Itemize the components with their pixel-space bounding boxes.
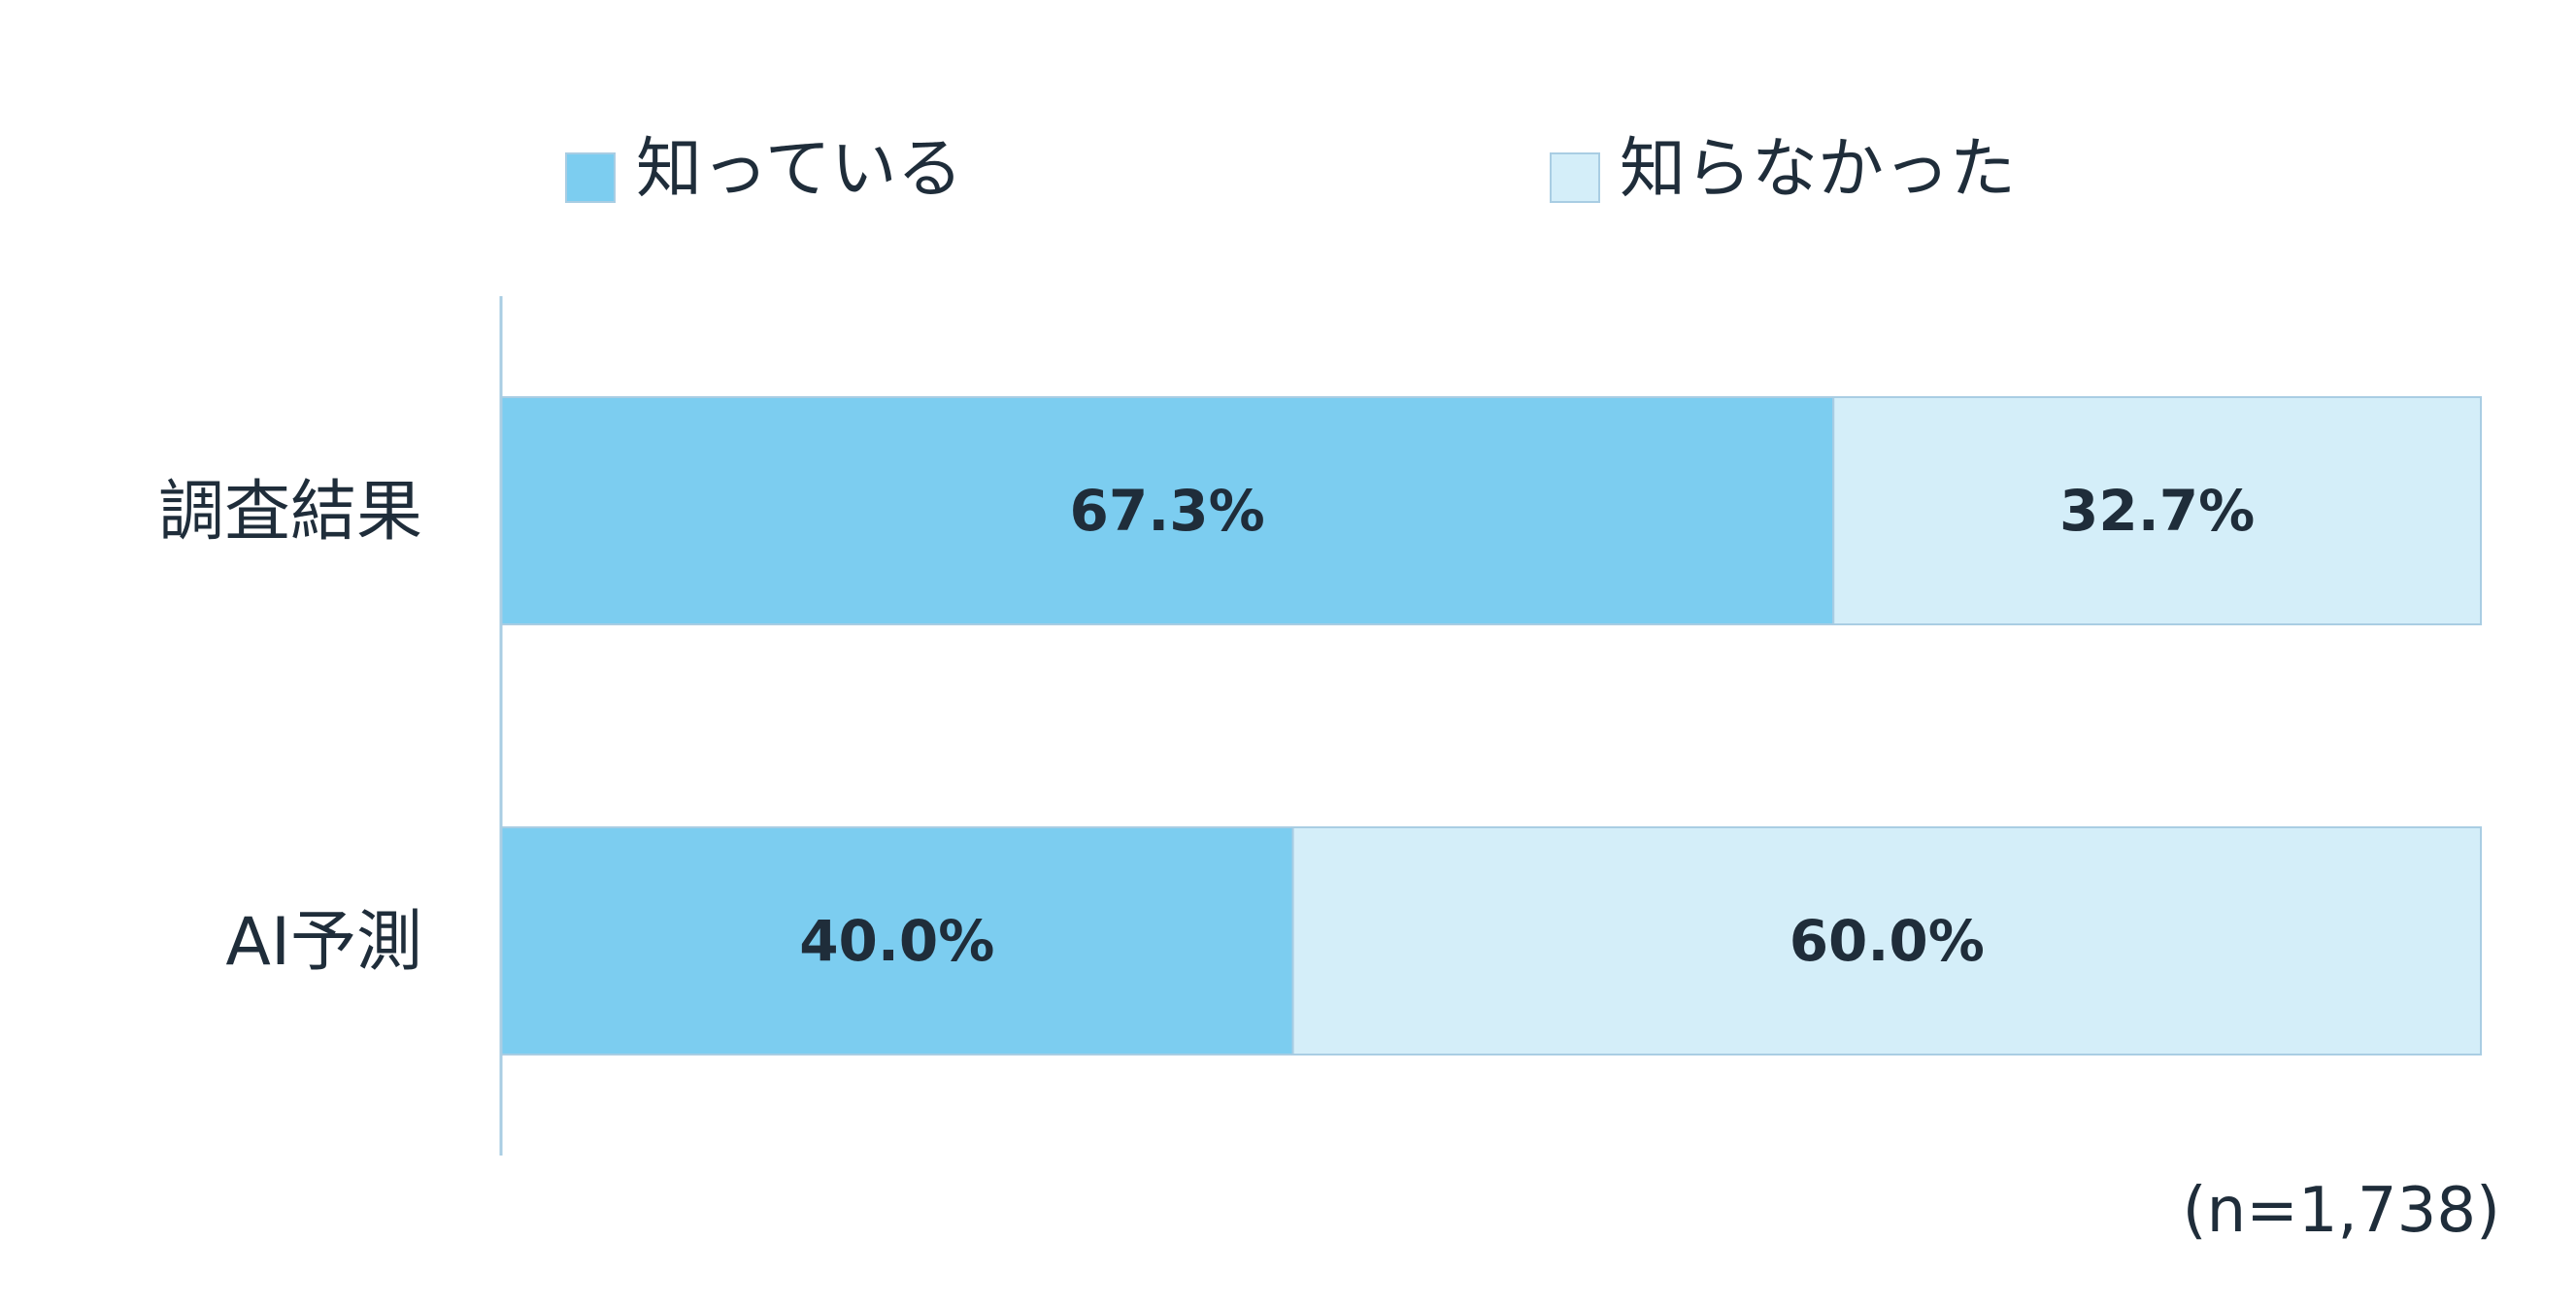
category-label-1: 調査結果 (158, 474, 422, 551)
legend: 知っている 知らなかった (565, 131, 2016, 208)
data-label-1-2: 32.7% (2059, 478, 2255, 544)
legend-swatch-2 (1550, 152, 1600, 203)
category-label-2: AI予測 (225, 904, 422, 981)
bar-segment-1-2 (1832, 396, 2482, 625)
data-label-1-1: 67.3% (1070, 478, 1265, 544)
category-axis: 調査結果 AI予測 (158, 296, 503, 1156)
data-label-2-1: 40.0% (799, 908, 994, 974)
bar-segment-2-2 (1291, 826, 2482, 1056)
legend-label-1: 知っている (636, 131, 963, 208)
data-label-2-2: 60.0% (1790, 908, 1985, 974)
legend-label-2: 知らなかった (1620, 131, 2016, 208)
bars: 67.3% 32.7% 40.0% 60.0% (500, 396, 2482, 1056)
bar-segment-1-1 (500, 396, 1835, 625)
sample-size-note: (n=1,738) (2183, 1175, 2500, 1247)
legend-swatch-1 (565, 152, 616, 203)
bar-segment-2-1 (500, 826, 1294, 1056)
